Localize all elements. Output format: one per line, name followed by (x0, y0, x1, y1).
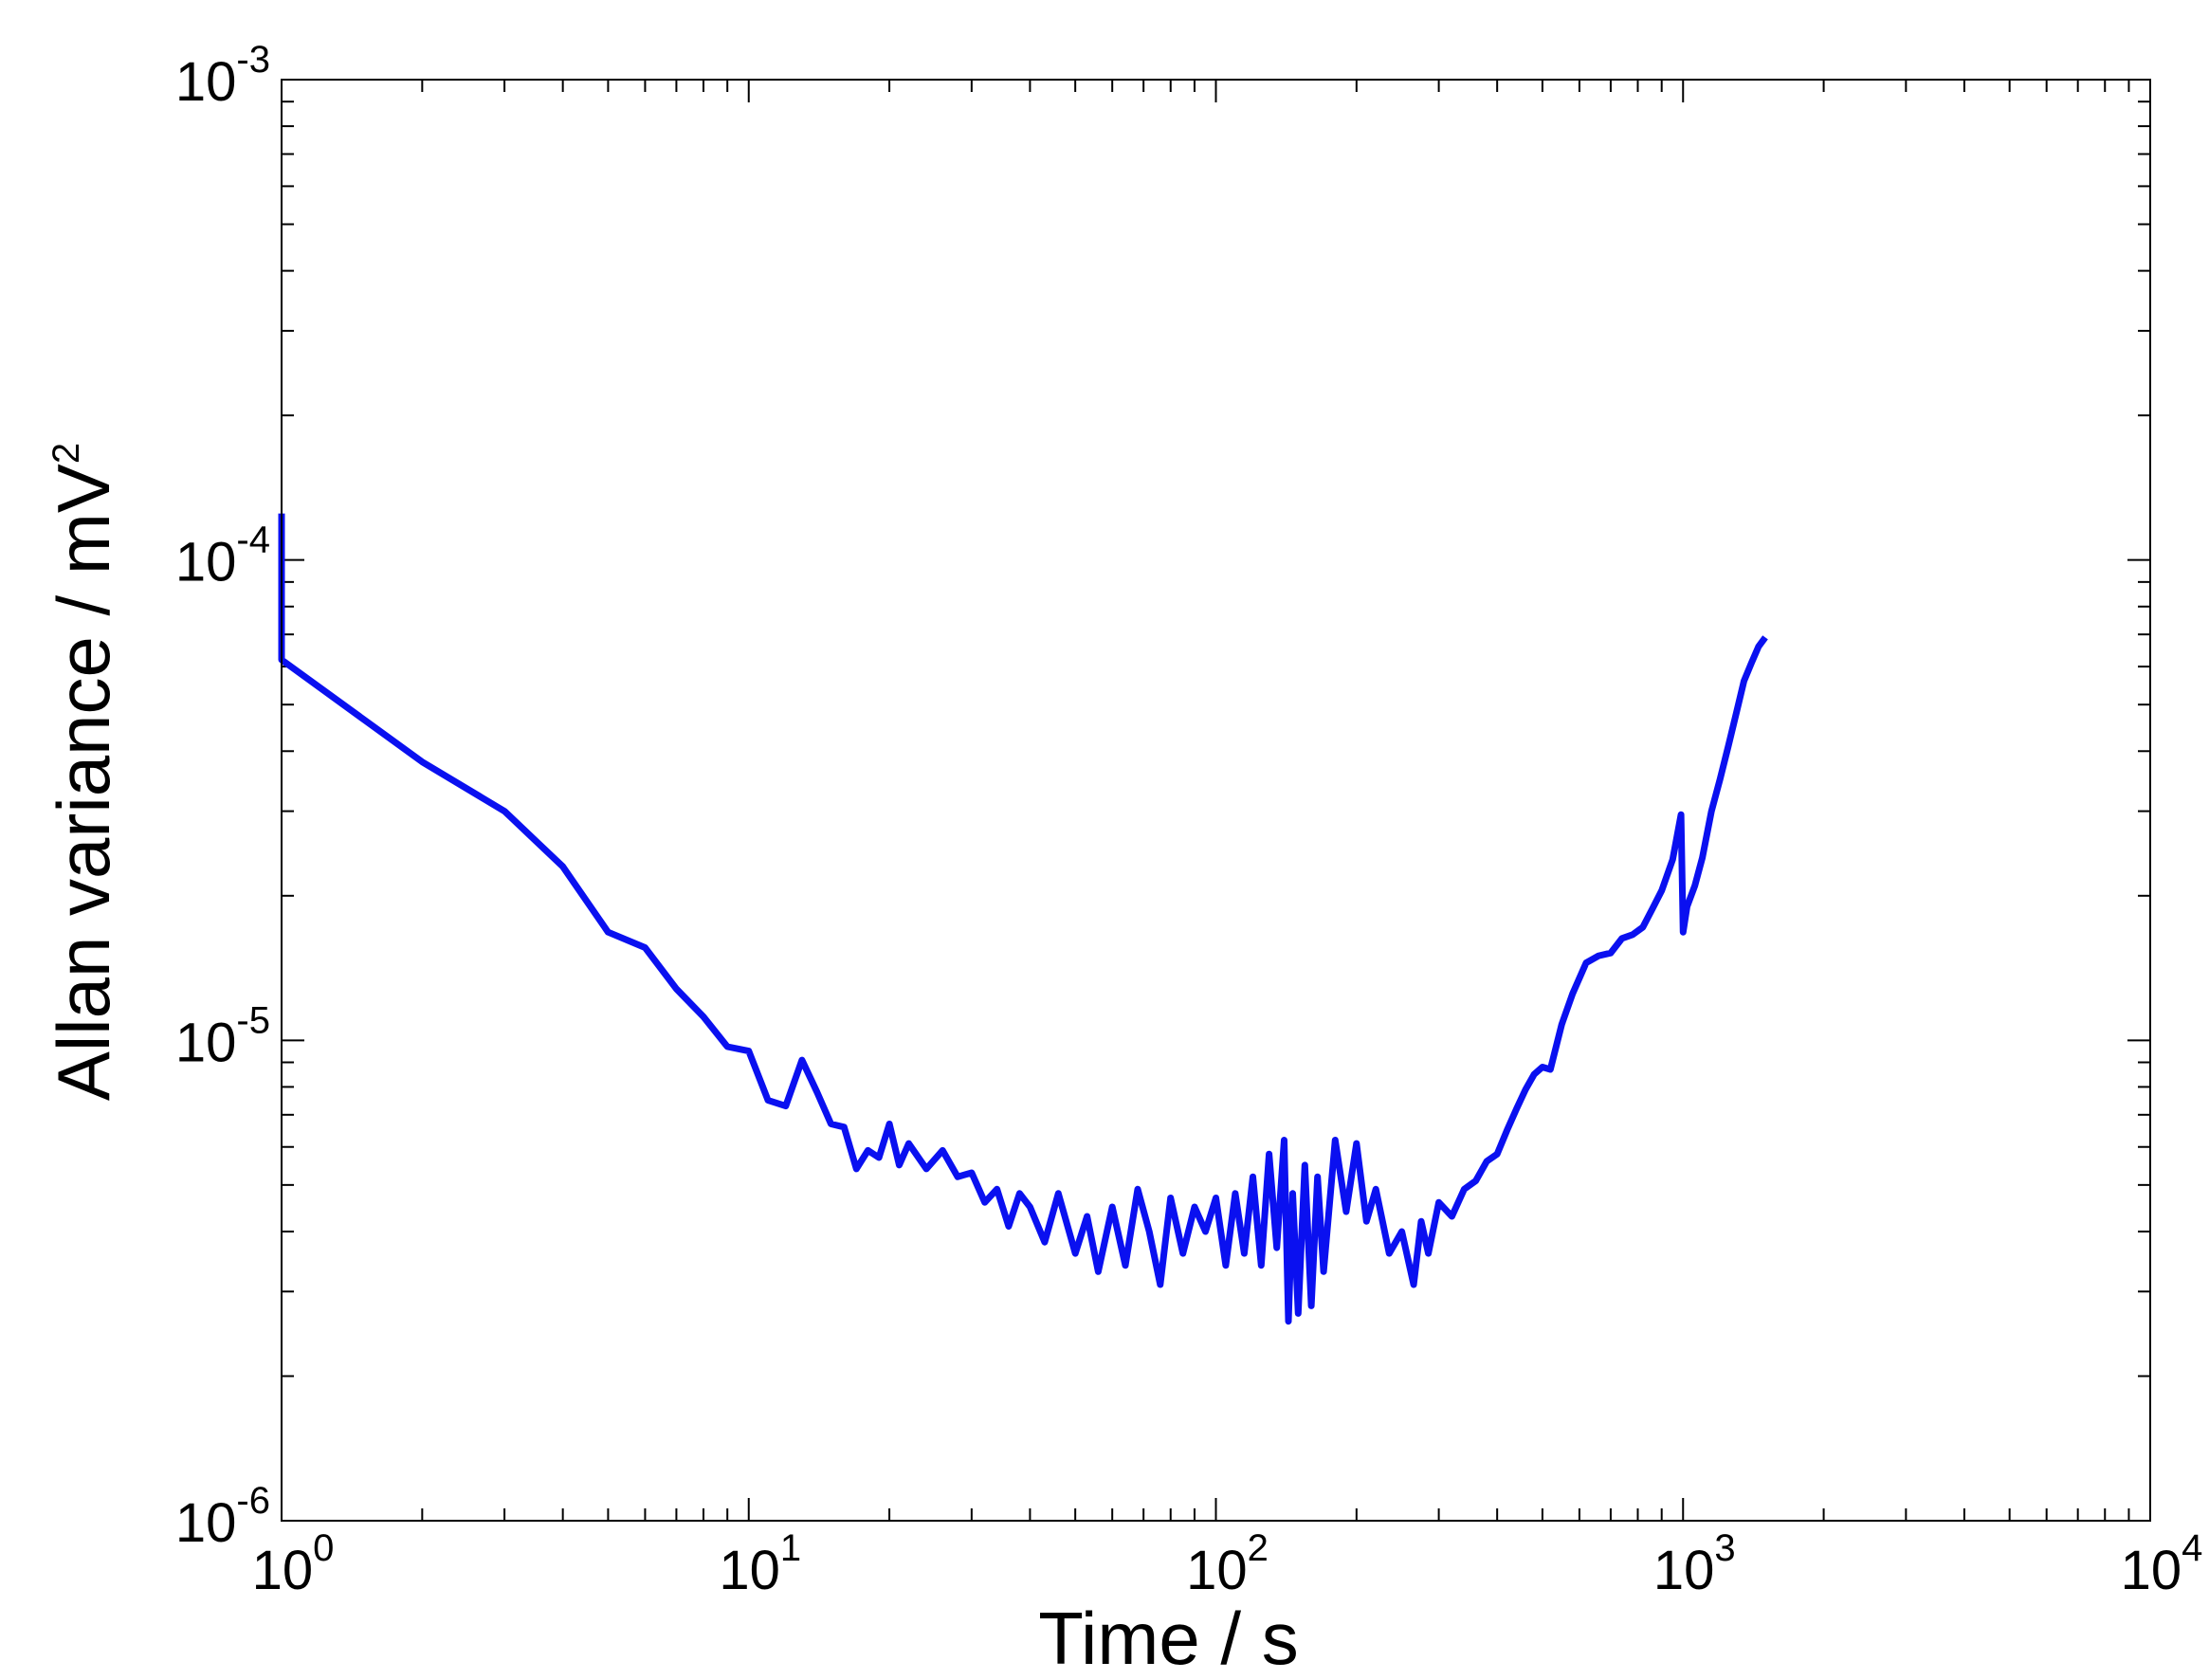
y-tick-label: 10-5 (175, 999, 270, 1073)
y-tick-label: 10-4 (175, 520, 270, 593)
y-axis-title: Allan variance / mV2 (42, 443, 125, 1101)
series-layer (278, 513, 1768, 1325)
x-tick-label: 102 (1186, 1527, 1269, 1601)
y-axis-title-main: Allan variance / mV (42, 464, 125, 1101)
plot-frame (281, 79, 2151, 1522)
y-axis-title-superscript: 2 (46, 443, 87, 464)
x-tick-label: 104 (2121, 1527, 2203, 1601)
x-axis-title: Time / s (1038, 1597, 1298, 1675)
series-line-1 (278, 513, 1768, 1325)
ticks-layer (282, 80, 2150, 1521)
labels-layer: 100 101 102 103 104 10-6 10-5 10-4 10-3 (175, 39, 2202, 1601)
x-tick-label: 103 (1653, 1527, 1736, 1601)
y-tick-label: 10-6 (175, 1480, 270, 1554)
x-tick-label: 101 (719, 1527, 801, 1601)
x-tick-label: 100 (252, 1527, 335, 1601)
y-tick-label: 10-3 (175, 39, 270, 113)
